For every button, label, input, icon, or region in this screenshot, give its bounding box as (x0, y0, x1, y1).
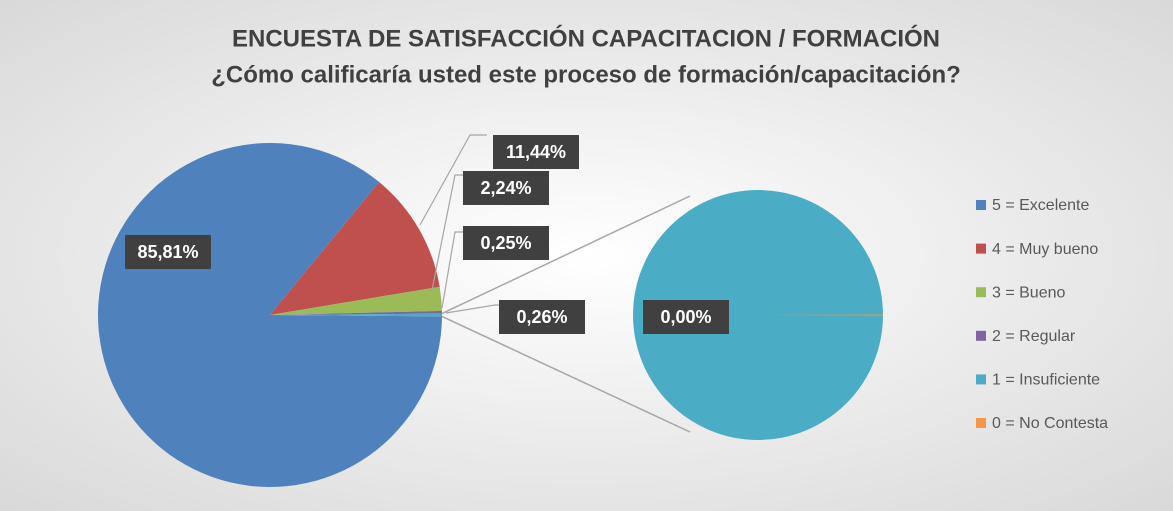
pie-slice (270, 313, 442, 317)
legend-swatch (976, 418, 986, 428)
legend-swatch (976, 374, 986, 385)
pie-slice (270, 286, 442, 315)
leader-line (419, 134, 487, 226)
label-box (499, 300, 585, 334)
data-label: 85,81% (137, 242, 198, 262)
connector-line (441, 315, 691, 433)
legend-swatch (976, 330, 986, 341)
leader-line (441, 231, 463, 309)
pie-slice (270, 310, 442, 315)
label-box (125, 235, 211, 269)
legend-label: 0 = No Contesta (992, 415, 1108, 432)
pie-slice (270, 182, 440, 315)
legend-label: 1 = Insuficiente (992, 372, 1100, 389)
data-label: 11,44% (506, 142, 566, 162)
legend-label: 4 = Muy bueno (992, 241, 1098, 258)
leader-line (431, 174, 463, 291)
legend-swatch (976, 200, 986, 210)
label-box (463, 226, 549, 260)
leader-line (445, 304, 499, 314)
legend-label: 2 = Regular (992, 328, 1076, 345)
pie-slice (758, 314, 884, 316)
data-label: 0,25% (480, 233, 531, 253)
label-box (493, 135, 579, 169)
legend-label: 5 = Excelente (992, 197, 1090, 214)
label-box (643, 300, 729, 334)
legend-swatch (976, 243, 986, 254)
pie-slice (97, 142, 442, 487)
connector-line (441, 195, 691, 315)
chart-subtitle: ¿Cómo calificaría usted este proceso de … (211, 61, 961, 88)
data-label: 0,00% (660, 307, 711, 327)
chart-title: ENCUESTA DE SATISFACCIÓN CAPACITACION / … (232, 24, 940, 52)
data-label: 0,26% (516, 307, 567, 327)
legend-swatch (976, 287, 986, 298)
data-label: 2,24% (480, 178, 531, 198)
label-box (463, 171, 549, 205)
legend-label: 3 = Bueno (992, 284, 1066, 301)
